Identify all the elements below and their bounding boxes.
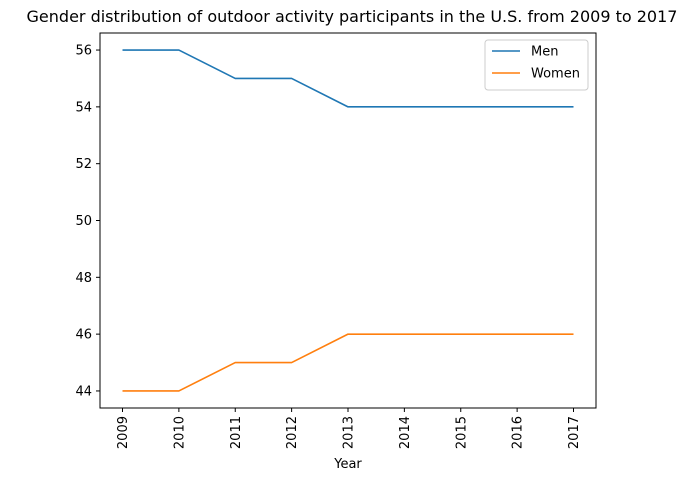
y-tick-label: 50 [75, 214, 92, 229]
x-tick-label: 2013 [342, 416, 357, 449]
legend: Men Women [484, 39, 589, 91]
x-tick-label: 2012 [285, 416, 300, 449]
series-line-women [122, 333, 574, 392]
x-tick-label: 2014 [398, 416, 413, 449]
legend-label-men: Men [531, 45, 558, 60]
series-line-men [122, 49, 574, 108]
y-tick-label: 48 [75, 271, 92, 286]
y-tick-label: 52 [75, 157, 92, 172]
y-tick-label: 46 [75, 328, 92, 343]
x-tick-label: 2016 [511, 416, 526, 449]
x-tick-label: 2010 [172, 416, 187, 449]
y-tick-label: 54 [75, 100, 92, 115]
y-axis: 44 46 48 50 52 54 56 [75, 44, 100, 399]
y-tick-label: 56 [75, 44, 92, 59]
legend-box [484, 39, 589, 91]
x-tick-label: 2015 [454, 416, 469, 449]
x-tick-label: 2011 [229, 416, 244, 449]
legend-label-women: Women [531, 67, 580, 82]
x-axis: 2009 2010 2011 2012 2013 2014 2015 2016 2017 [116, 408, 582, 449]
x-tick-label: 2009 [116, 416, 131, 449]
plot-area [99, 32, 597, 409]
x-tick-label: 2017 [567, 416, 582, 449]
x-axis-label: Year [333, 457, 362, 472]
series-lines [122, 49, 574, 392]
y-tick-label: 44 [75, 384, 92, 399]
chart-title: Gender distribution of outdoor activity … [27, 7, 678, 26]
